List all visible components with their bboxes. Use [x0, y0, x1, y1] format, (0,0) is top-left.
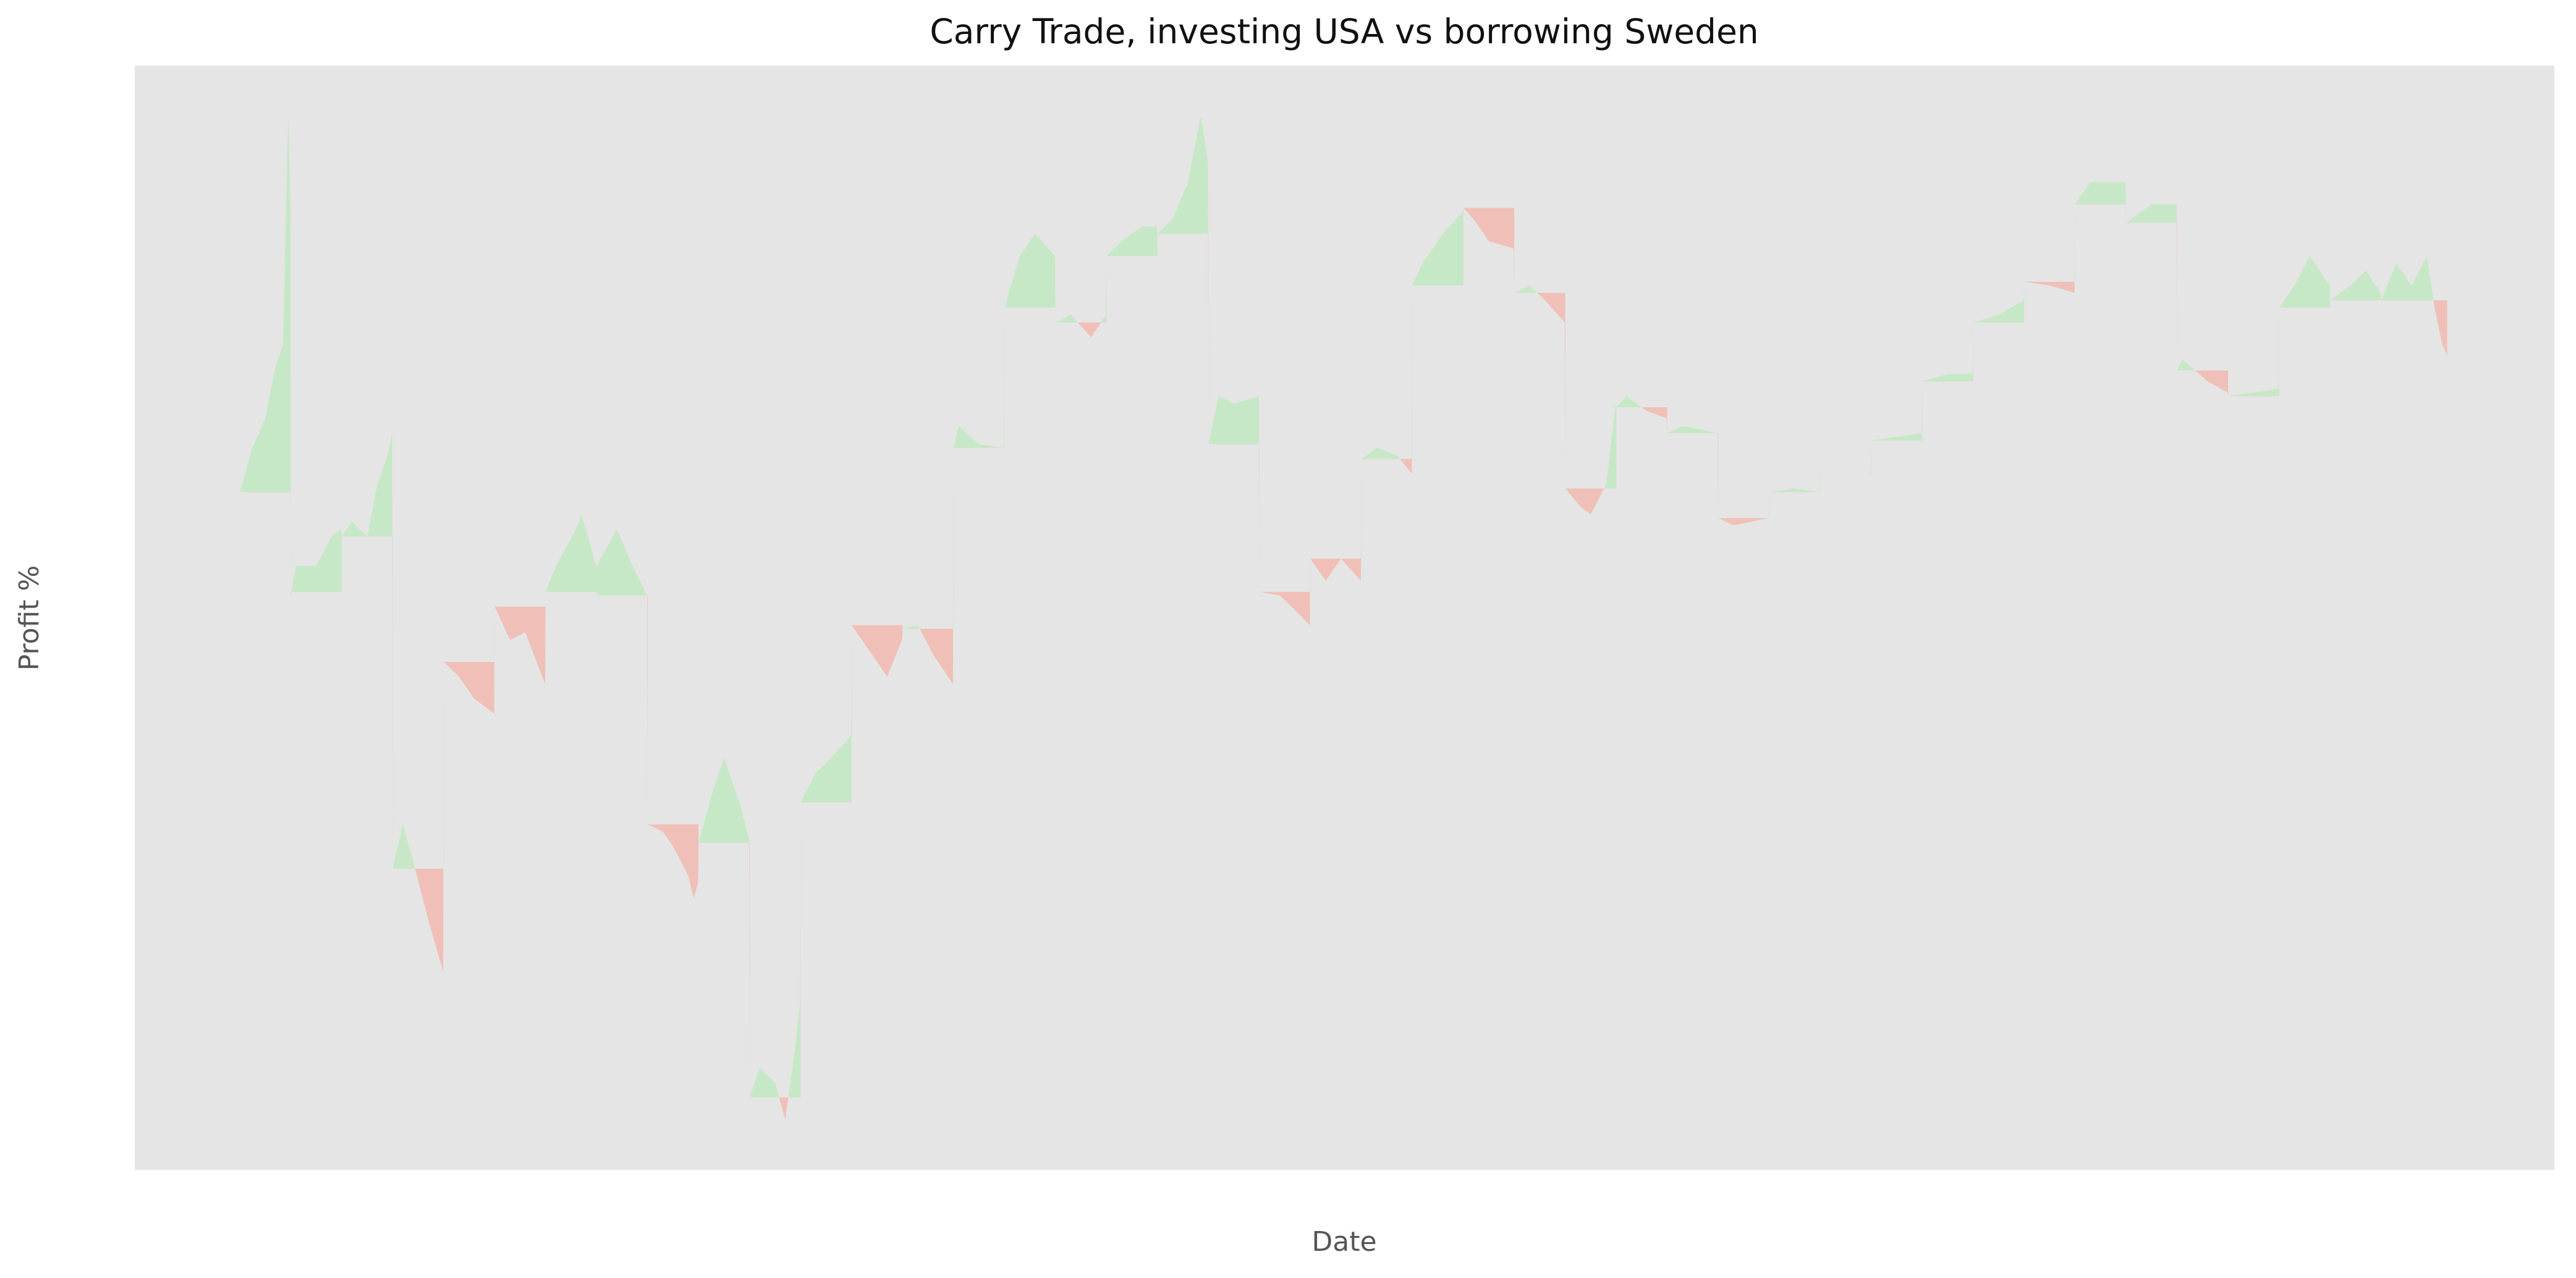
plot-background: [135, 66, 2554, 1170]
chart-title: Carry Trade, investing USA vs borrowing …: [930, 12, 1758, 51]
x-axis-label: Date: [1311, 1226, 1376, 1258]
y-axis-label: Profit %: [14, 565, 45, 671]
